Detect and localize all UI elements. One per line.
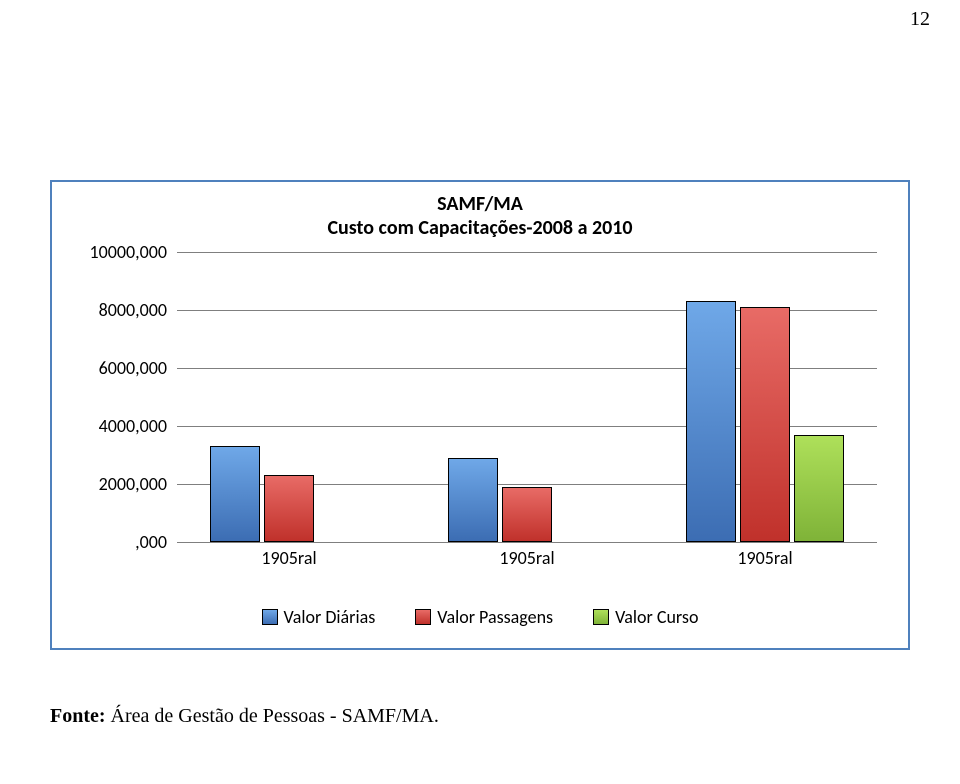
chart-title-line2: Custo com Capacitações-2008 a 2010 — [52, 216, 908, 240]
bar — [740, 307, 790, 542]
bar — [686, 301, 736, 542]
gridline — [177, 252, 877, 253]
y-tick-label: 8000,000 — [62, 299, 167, 321]
legend-swatch — [593, 609, 609, 625]
bar — [794, 435, 844, 542]
chart-title: SAMF/MA Custo com Capacitações-2008 a 20… — [52, 192, 908, 240]
x-category-label: 1905ral — [467, 547, 587, 569]
legend-label: Valor Passagens — [437, 606, 553, 628]
x-category-label: 1905ral — [229, 547, 349, 569]
chart-title-line1: SAMF/MA — [52, 192, 908, 216]
y-tick-label: 10000,000 — [62, 241, 167, 263]
legend-item: Valor Diárias — [262, 606, 376, 628]
source-line: Fonte: Área de Gestão de Pessoas - SAMF/… — [50, 705, 439, 728]
plot-area: ,0002000,0004000,0006000,0008000,0001000… — [177, 252, 877, 542]
y-tick-label: 6000,000 — [62, 357, 167, 379]
bar — [264, 475, 314, 542]
bar — [448, 458, 498, 542]
legend-item: Valor Curso — [593, 606, 698, 628]
legend-label: Valor Diárias — [284, 606, 376, 628]
legend-item: Valor Passagens — [415, 606, 553, 628]
legend: Valor Diárias Valor Passagens Valor Curso — [52, 606, 908, 628]
page-number: 12 — [910, 8, 930, 31]
source-label: Fonte: — [50, 705, 106, 727]
source-text: Área de Gestão de Pessoas - SAMF/MA. — [106, 705, 439, 727]
chart-container: SAMF/MA Custo com Capacitações-2008 a 20… — [50, 180, 910, 650]
legend-swatch — [262, 609, 278, 625]
y-tick-label: 4000,000 — [62, 415, 167, 437]
legend-label: Valor Curso — [615, 606, 698, 628]
x-category-label: 1905ral — [705, 547, 825, 569]
bar — [210, 446, 260, 542]
y-tick-label: ,000 — [62, 531, 167, 553]
gridline — [177, 542, 877, 543]
bar — [502, 487, 552, 542]
legend-swatch — [415, 609, 431, 625]
y-tick-label: 2000,000 — [62, 473, 167, 495]
